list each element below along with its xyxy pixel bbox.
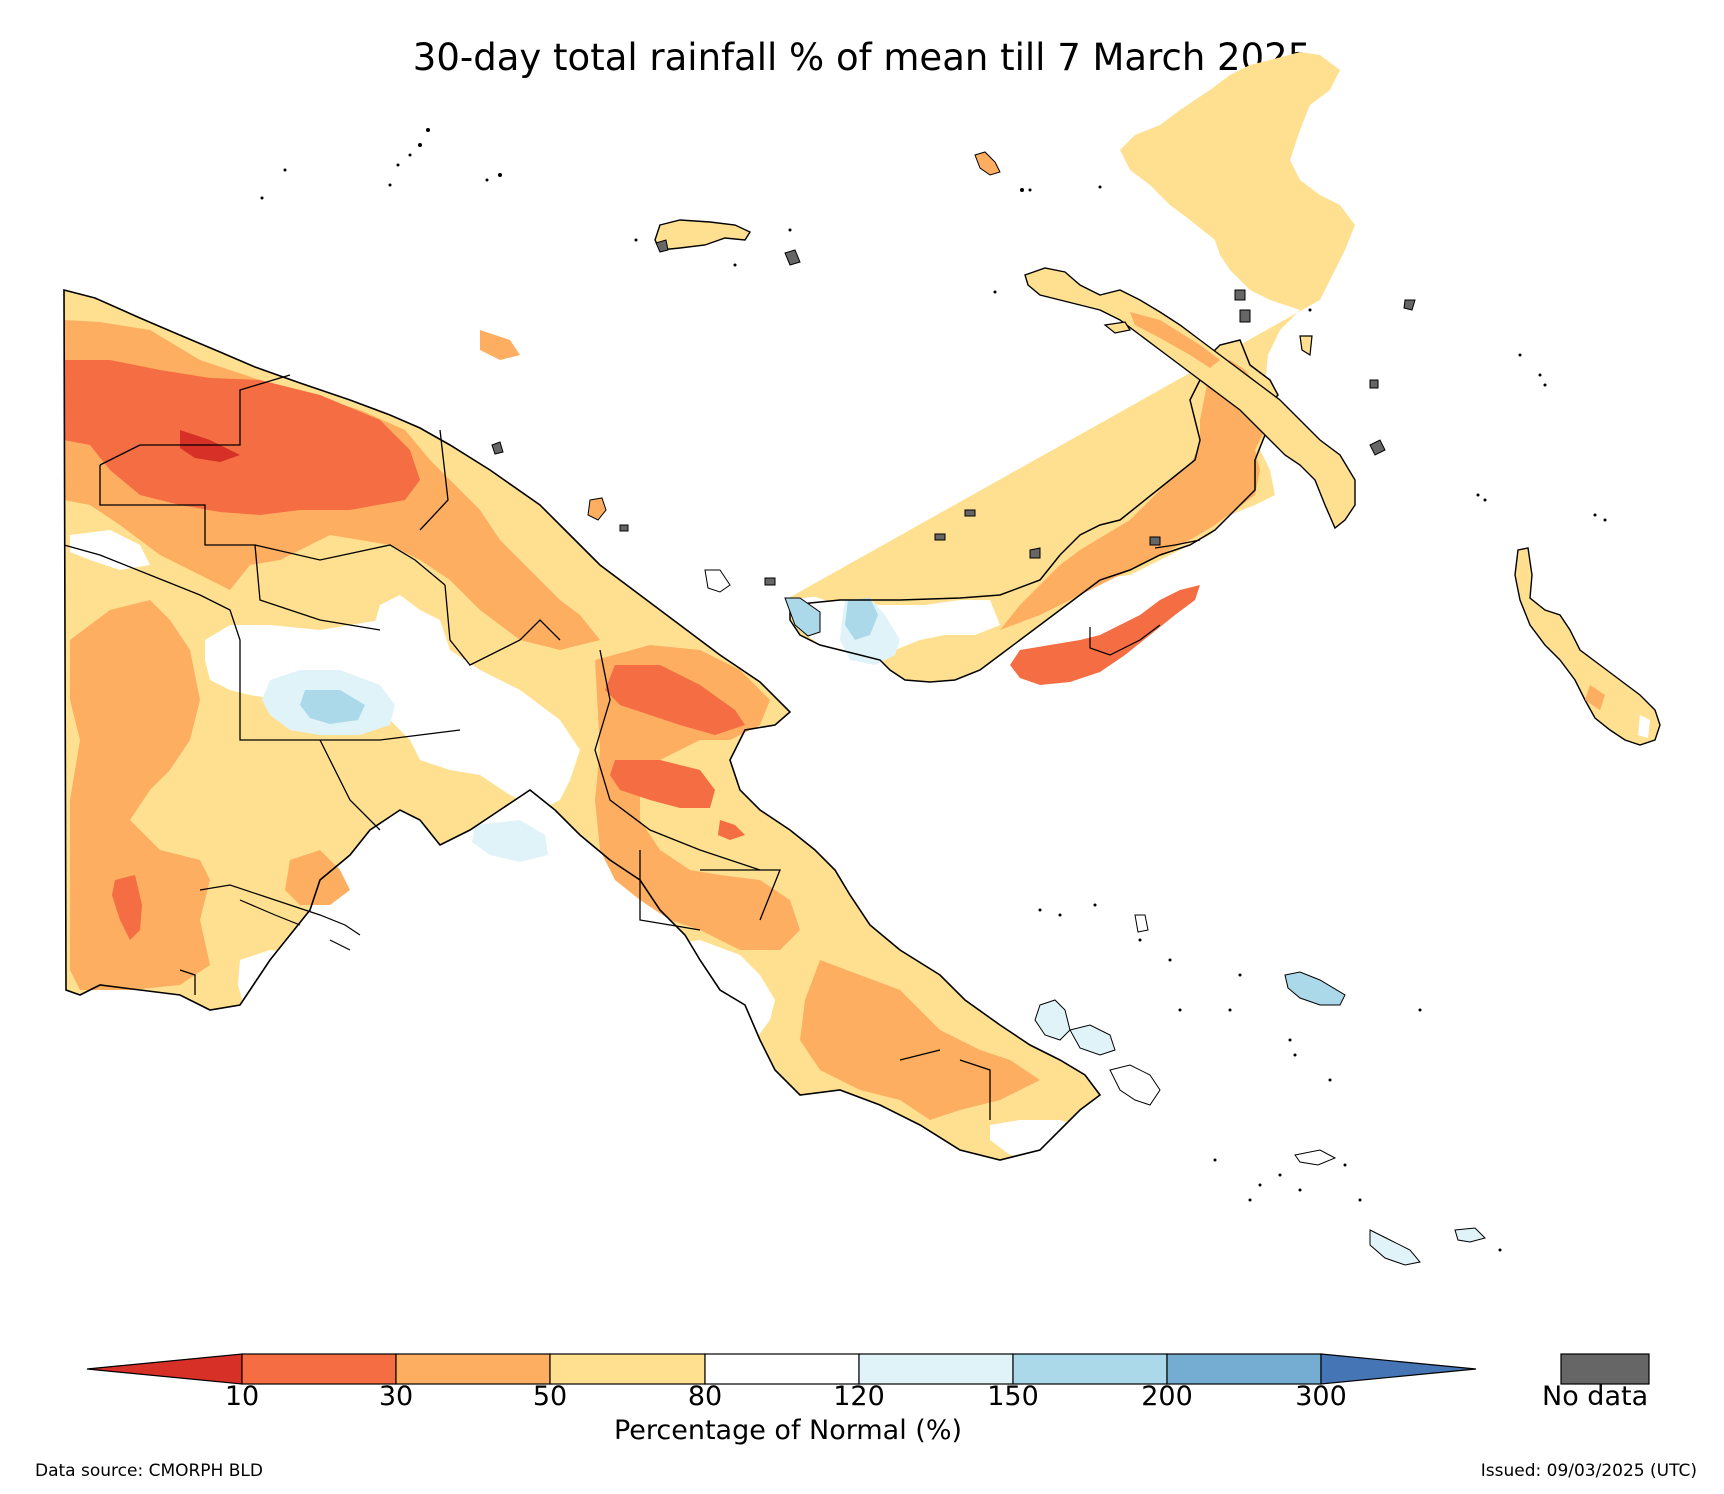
mainland — [63, 288, 1102, 1161]
map-title: 30-day total rainfall % of mean till 7 M… — [412, 36, 1312, 79]
colorbar-extend-high — [1320, 1353, 1477, 1385]
colorbar-label: Percentage of Normal (%) — [613, 1415, 963, 1446]
colorbar-bin-80-120 — [704, 1353, 860, 1385]
colorbar-tick-300: 300 — [1295, 1381, 1347, 1412]
nodata-swatch — [1560, 1353, 1650, 1385]
colorbar-extend-low — [86, 1353, 243, 1385]
manus-island — [654, 219, 801, 266]
colorbar-bin-120-150 — [858, 1353, 1014, 1385]
colorbar-bin-150-200 — [1012, 1353, 1168, 1385]
colorbar-bin-200-300 — [1166, 1353, 1322, 1385]
issued-date: Issued: 09/03/2025 (UTC) — [1480, 1461, 1697, 1481]
data-source: Data source: CMORPH BLD — [35, 1461, 263, 1481]
colorbar — [86, 1353, 1650, 1385]
colorbar-tick-10: 10 — [224, 1381, 260, 1412]
colorbar-bin-30-50 — [395, 1353, 551, 1385]
colorbar-tick-150: 150 — [987, 1381, 1039, 1412]
colorbar-bin-50-80 — [549, 1353, 706, 1385]
bougainville — [1514, 547, 1661, 746]
colorbar-tick-120: 120 — [833, 1381, 885, 1412]
colorbar-bin-10-30 — [241, 1353, 397, 1385]
new-ireland — [1024, 267, 1356, 530]
new-britain — [785, 52, 1355, 605]
eastern-islands — [1034, 914, 1486, 1266]
islets — [260, 128, 1607, 1252]
colorbar-tick-80: 80 — [687, 1381, 723, 1412]
nodata-label: No data — [1542, 1381, 1649, 1412]
northern-islands — [491, 151, 1416, 637]
colorbar-tick-50: 50 — [532, 1381, 568, 1412]
colorbar-tick-30: 30 — [378, 1381, 414, 1412]
colorbar-tick-200: 200 — [1141, 1381, 1193, 1412]
